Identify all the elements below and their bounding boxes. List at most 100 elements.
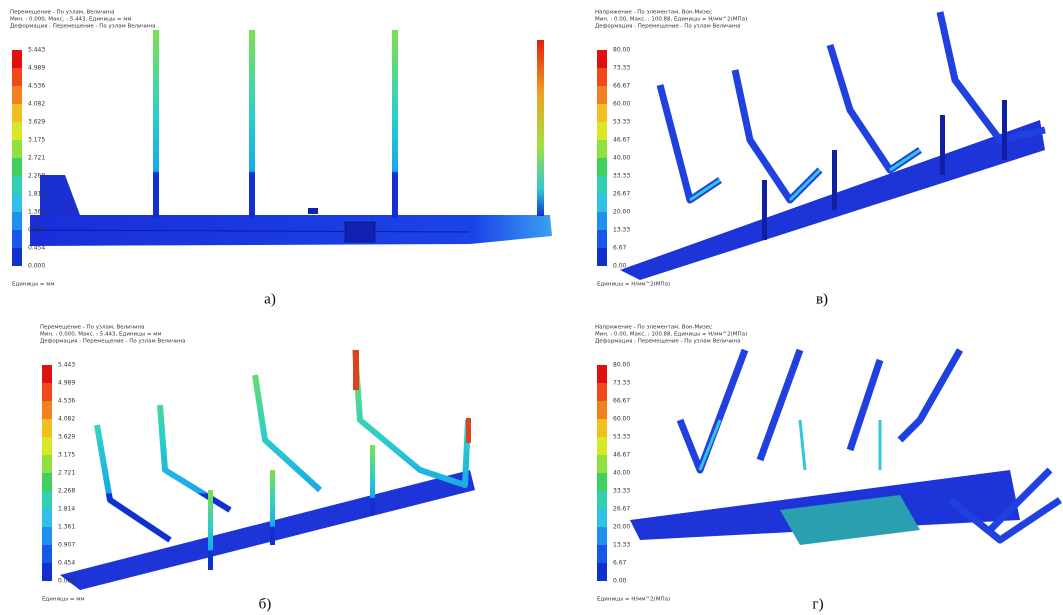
colorbar-segment — [597, 491, 607, 509]
colorbar-segment — [42, 491, 52, 509]
model-a — [30, 30, 552, 246]
colorbar-segment — [42, 437, 52, 455]
colorbar-segment — [42, 527, 52, 545]
colorbar-label: 13.33 — [613, 542, 630, 549]
colorbar-segment — [597, 509, 607, 527]
colorbar-segment — [12, 104, 22, 122]
colorbar-label: 33.33 — [613, 173, 630, 180]
colorbar-label: 80.00 — [613, 47, 630, 54]
colorbar-label: 1.814 — [58, 506, 75, 513]
colorbar-label: 3.629 — [28, 119, 45, 126]
panel-caption: в) — [816, 291, 828, 307]
colorbar-segment — [42, 509, 52, 527]
colorbar-label: 26.67 — [613, 506, 630, 513]
colorbar-segment — [12, 68, 22, 86]
colorbar-segment — [597, 419, 607, 437]
colorbar-label: 20.00 — [613, 524, 630, 531]
colorbar-label: 26.67 — [613, 191, 630, 198]
panel-header: Мин. : 0.00, Макс. : 100.88, Единицы = Н… — [595, 332, 747, 338]
colorbar-segment — [597, 563, 607, 581]
panel-header: Деформация : Перемещение - По узлам Вели… — [595, 339, 741, 345]
units-label: Единицы = Н/мм^2(МПа) — [597, 282, 670, 288]
colorbar-label: 0.454 — [58, 560, 75, 567]
colorbar-label: 73.33 — [613, 380, 630, 387]
units-label: Единицы = Н/мм^2(МПа) — [597, 597, 670, 603]
model-v — [620, 12, 1045, 280]
colorbar-segment — [597, 473, 607, 491]
panel-header: Деформация : Перемещение - По узлам Вели… — [10, 24, 156, 30]
colorbar-label: 2.721 — [28, 155, 45, 162]
panel-header: Деформация : Перемещение - По узлам Вели… — [595, 24, 741, 30]
panel-header: Мин. : 0.00, Макс. : 100.88, Единицы = Н… — [595, 17, 747, 23]
colorbar-label: 0.00 — [613, 263, 627, 270]
colorbar-segment — [597, 527, 607, 545]
colorbar-label: 13.33 — [613, 227, 630, 234]
colorbar-label: 2.721 — [58, 470, 75, 477]
colorbar-segment — [12, 230, 22, 248]
colorbar-label: 4.989 — [28, 65, 45, 72]
panel-header: Напряжение - По элементам, Вон-Мизес — [595, 325, 712, 331]
colorbar-segment — [42, 563, 52, 581]
panel-header: Напряжение - По элементам, Вон-Мизес — [595, 10, 712, 16]
colorbar-segment — [597, 545, 607, 563]
panel-header: Перемещение - По узлам, Величина — [10, 10, 115, 16]
colorbar-segment — [597, 176, 607, 194]
colorbar-label: 3.175 — [28, 137, 45, 144]
colorbar-label: 53.33 — [613, 434, 630, 441]
colorbar-segment — [12, 86, 22, 104]
colorbar-segment — [42, 401, 52, 419]
colorbar-segment — [12, 194, 22, 212]
colorbar-segment — [12, 158, 22, 176]
colorbar-segment — [597, 230, 607, 248]
colorbar-segment — [42, 473, 52, 491]
colorbar-label: 0.907 — [28, 227, 45, 234]
panel-caption: б) — [259, 596, 272, 612]
colorbar-label: 53.33 — [613, 119, 630, 126]
colorbar-segment — [597, 194, 607, 212]
colorbar-segment — [597, 158, 607, 176]
colorbar-segment — [597, 104, 607, 122]
colorbar-segment — [12, 176, 22, 194]
colorbar-segment — [12, 50, 22, 68]
colorbar-segment — [42, 419, 52, 437]
colorbar-segment — [597, 50, 607, 68]
colorbar-segment — [597, 437, 607, 455]
colorbar-segment — [597, 248, 607, 266]
colorbar-segment — [597, 122, 607, 140]
units-label: Единицы = мм — [12, 282, 55, 288]
colorbar-label: 66.67 — [613, 398, 630, 405]
colorbar-segment — [42, 365, 52, 383]
colorbar-label: 4.536 — [28, 83, 45, 90]
colorbar-label: 80.00 — [613, 362, 630, 369]
panel-caption: а) — [264, 291, 276, 307]
colorbar-label: 5.443 — [58, 362, 75, 369]
colorbar-label: 1.361 — [58, 524, 75, 531]
colorbar-segment — [42, 383, 52, 401]
panel-header: Мин. : 0.000, Макс. : 5.443, Единицы = м… — [40, 332, 162, 338]
colorbar-segment — [597, 212, 607, 230]
colorbar-label: 0.00 — [613, 578, 627, 585]
colorbar-label: 4.536 — [58, 398, 75, 405]
colorbar-label: 0.000 — [28, 263, 45, 270]
colorbar-segment — [597, 455, 607, 473]
colorbar-label: 46.67 — [613, 452, 630, 459]
colorbar-segment — [42, 545, 52, 563]
colorbar-label: 0.000 — [58, 578, 75, 585]
colorbar-segment — [12, 212, 22, 230]
colorbar-segment — [597, 383, 607, 401]
colorbar-label: 4.989 — [58, 380, 75, 387]
colorbar-segment — [597, 140, 607, 158]
colorbar-label: 66.67 — [613, 83, 630, 90]
colorbar-segment — [597, 68, 607, 86]
units-label: Единицы = мм — [42, 597, 85, 603]
colorbar-segment — [12, 140, 22, 158]
colorbar-segment — [597, 86, 607, 104]
panel-header: Деформация : Перемещение - По узлам Вели… — [40, 339, 186, 345]
colorbar-label: 3.175 — [58, 452, 75, 459]
colorbar-label: 60.00 — [613, 416, 630, 423]
colorbar-segment — [12, 248, 22, 266]
colorbar-label: 1.361 — [28, 209, 45, 216]
colorbar-label: 60.00 — [613, 101, 630, 108]
colorbar-segment — [597, 401, 607, 419]
colorbar-label: 6.67 — [613, 560, 627, 567]
